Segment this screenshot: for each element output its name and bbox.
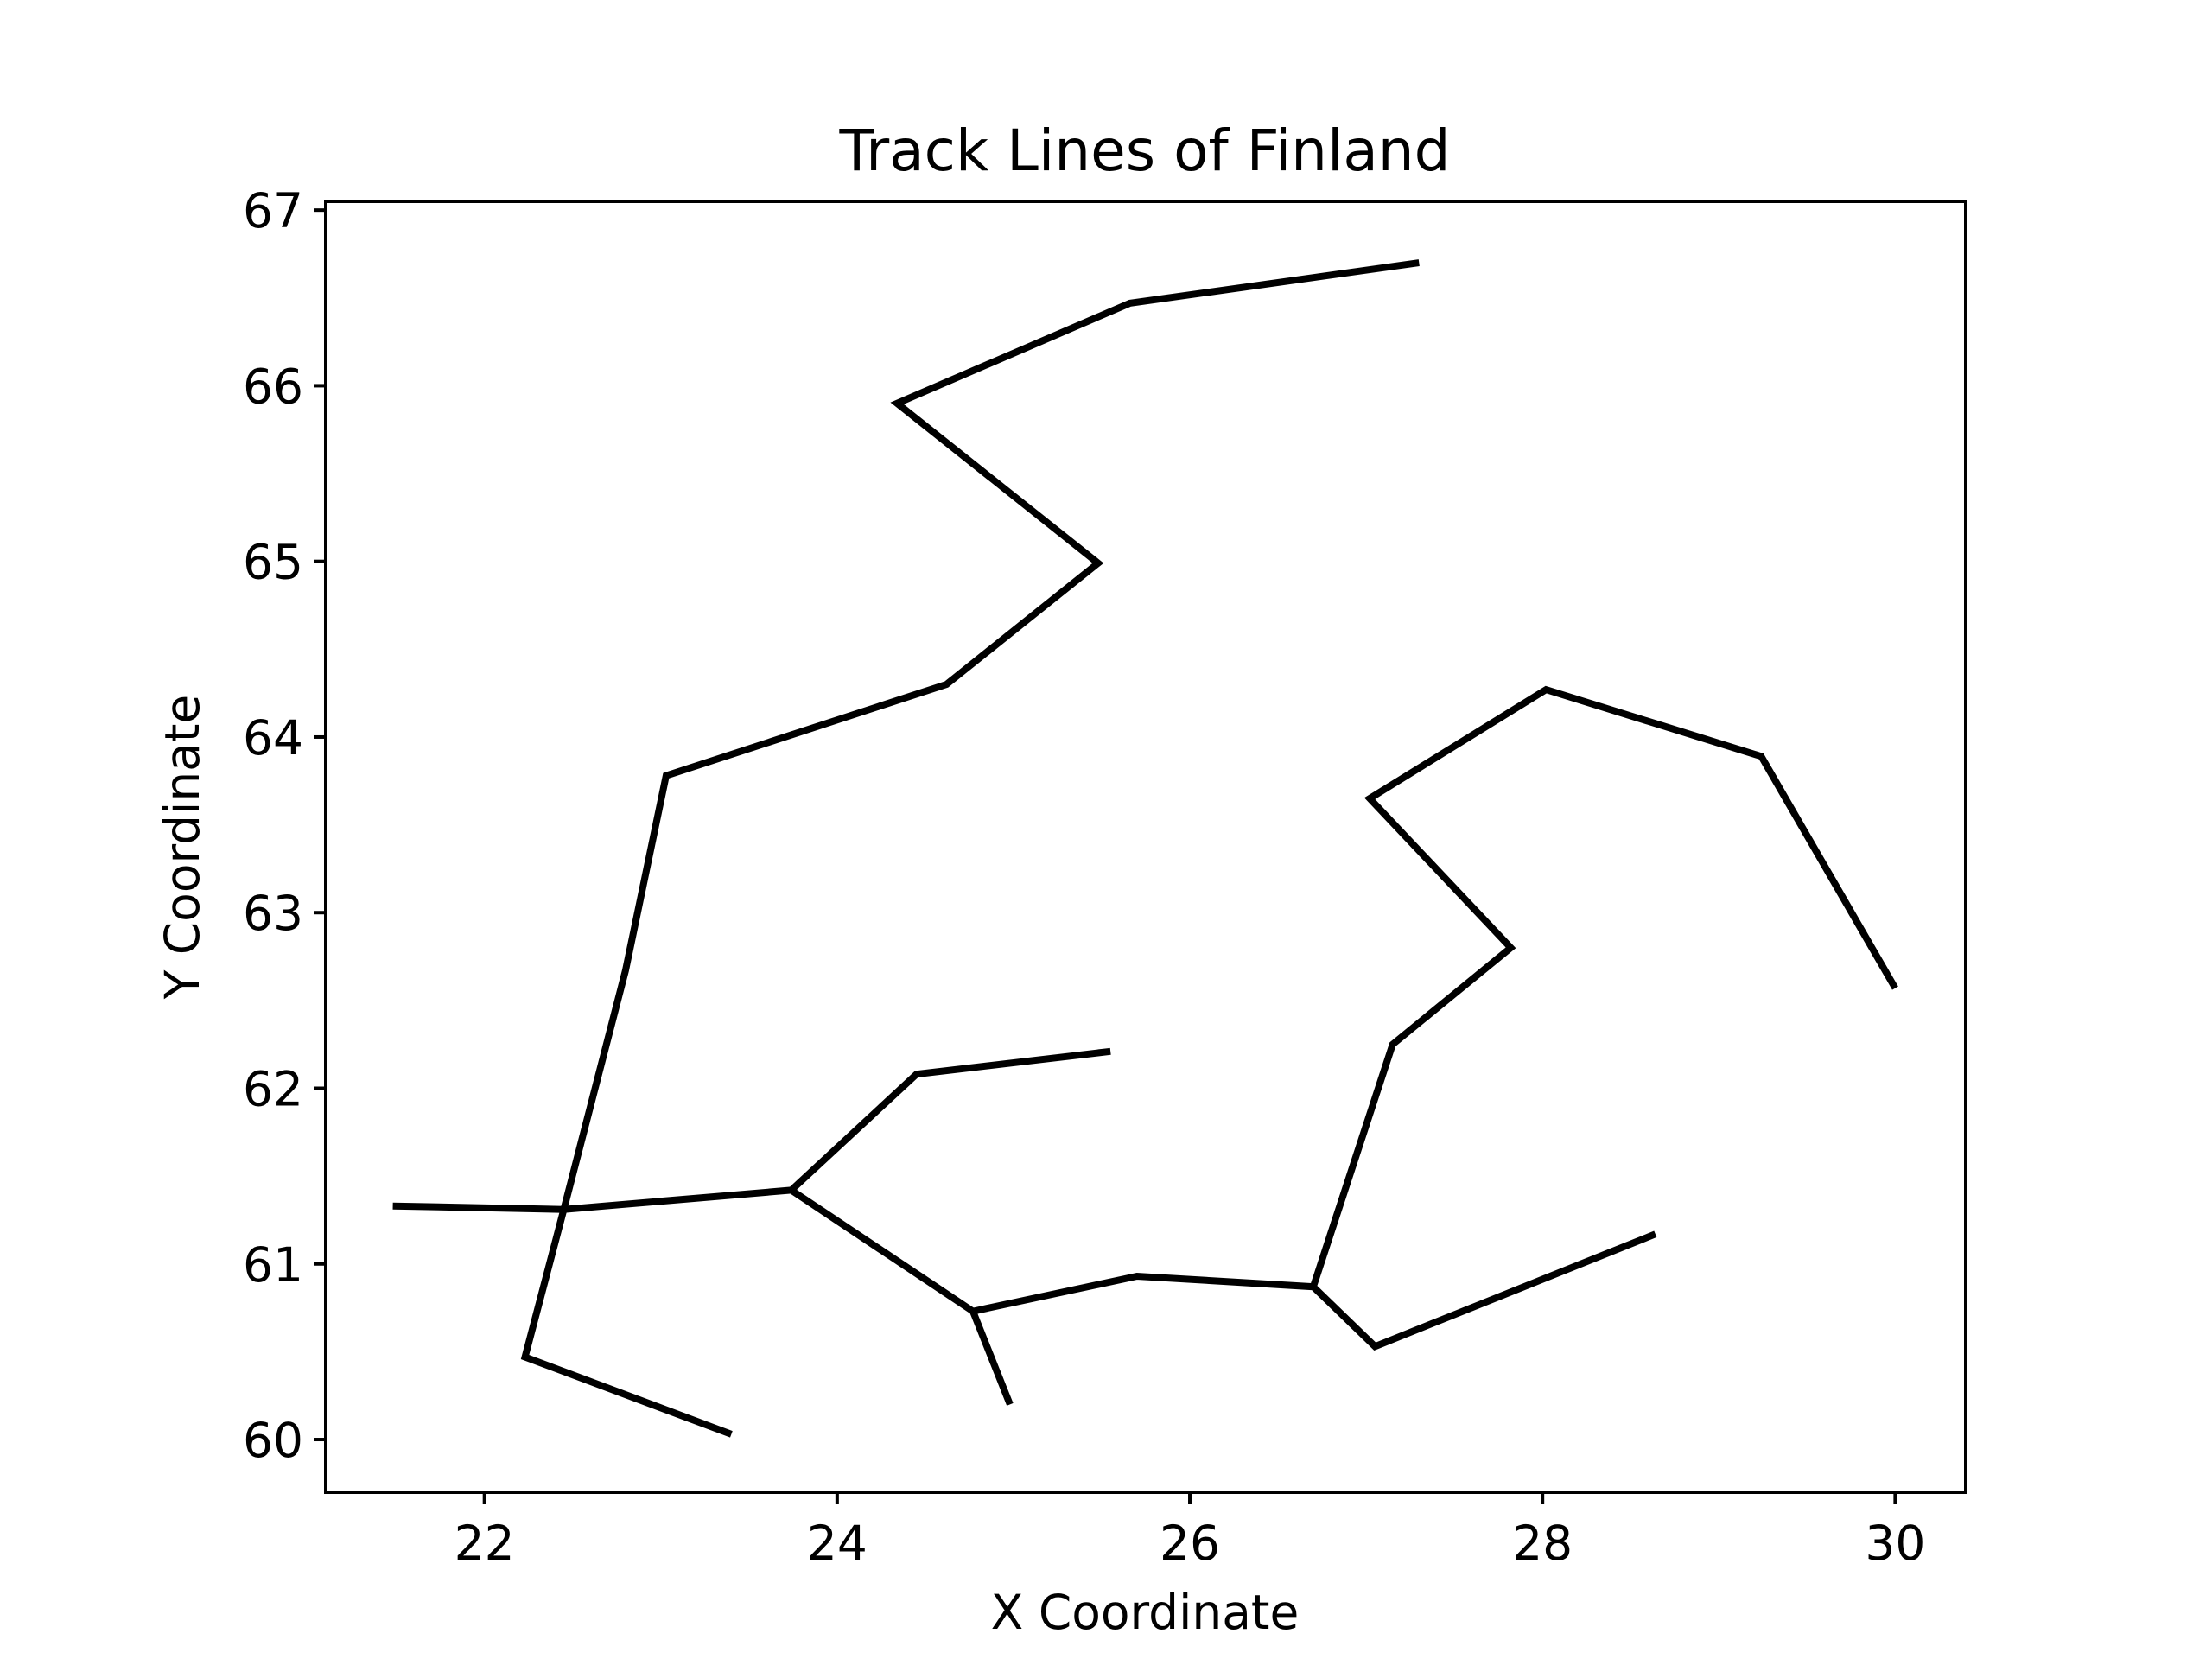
y-tick-label: 64 <box>243 710 303 766</box>
y-tick-label: 63 <box>243 886 303 941</box>
y-tick-label: 67 <box>243 183 303 238</box>
track-line-4 <box>972 1230 1657 1351</box>
x-tick-label: 28 <box>1512 1516 1573 1571</box>
x-tick-label: 26 <box>1160 1516 1220 1571</box>
track-line-2 <box>392 1047 1111 1213</box>
x-axis: 22 24 26 28 30 <box>454 1492 1925 1571</box>
track-line-5 <box>1310 685 1898 1288</box>
y-axis-label: Y Coordinate <box>155 695 210 1001</box>
track-line-3 <box>789 1187 1014 1406</box>
x-axis-label: X Coordinate <box>991 1585 1300 1640</box>
y-tick-label: 66 <box>243 359 303 414</box>
y-tick-label: 65 <box>243 535 303 590</box>
x-tick-label: 30 <box>1865 1516 1925 1571</box>
track-lines <box>392 259 1898 1438</box>
y-tick-label: 61 <box>243 1237 303 1293</box>
chart-title: Track Lines of Finland <box>838 118 1450 184</box>
y-tick-label: 62 <box>243 1061 303 1116</box>
plot-frame <box>324 200 1967 1494</box>
y-axis: 60 61 62 63 64 65 66 67 <box>243 183 326 1468</box>
y-tick-label: 60 <box>243 1413 303 1468</box>
x-tick-label: 22 <box>454 1516 515 1571</box>
track-line-1 <box>520 259 1420 1438</box>
x-tick-label: 24 <box>807 1516 868 1571</box>
